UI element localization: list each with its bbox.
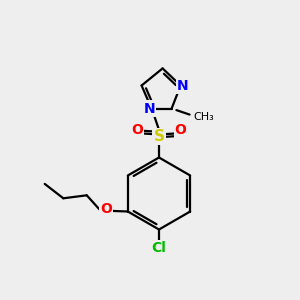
Text: N: N <box>177 79 189 92</box>
Text: O: O <box>131 124 143 137</box>
Text: N: N <box>143 102 155 116</box>
Text: O: O <box>100 202 112 216</box>
Text: Cl: Cl <box>152 241 166 255</box>
Text: O: O <box>175 124 187 137</box>
Text: CH₃: CH₃ <box>194 112 214 122</box>
Text: S: S <box>154 129 164 144</box>
